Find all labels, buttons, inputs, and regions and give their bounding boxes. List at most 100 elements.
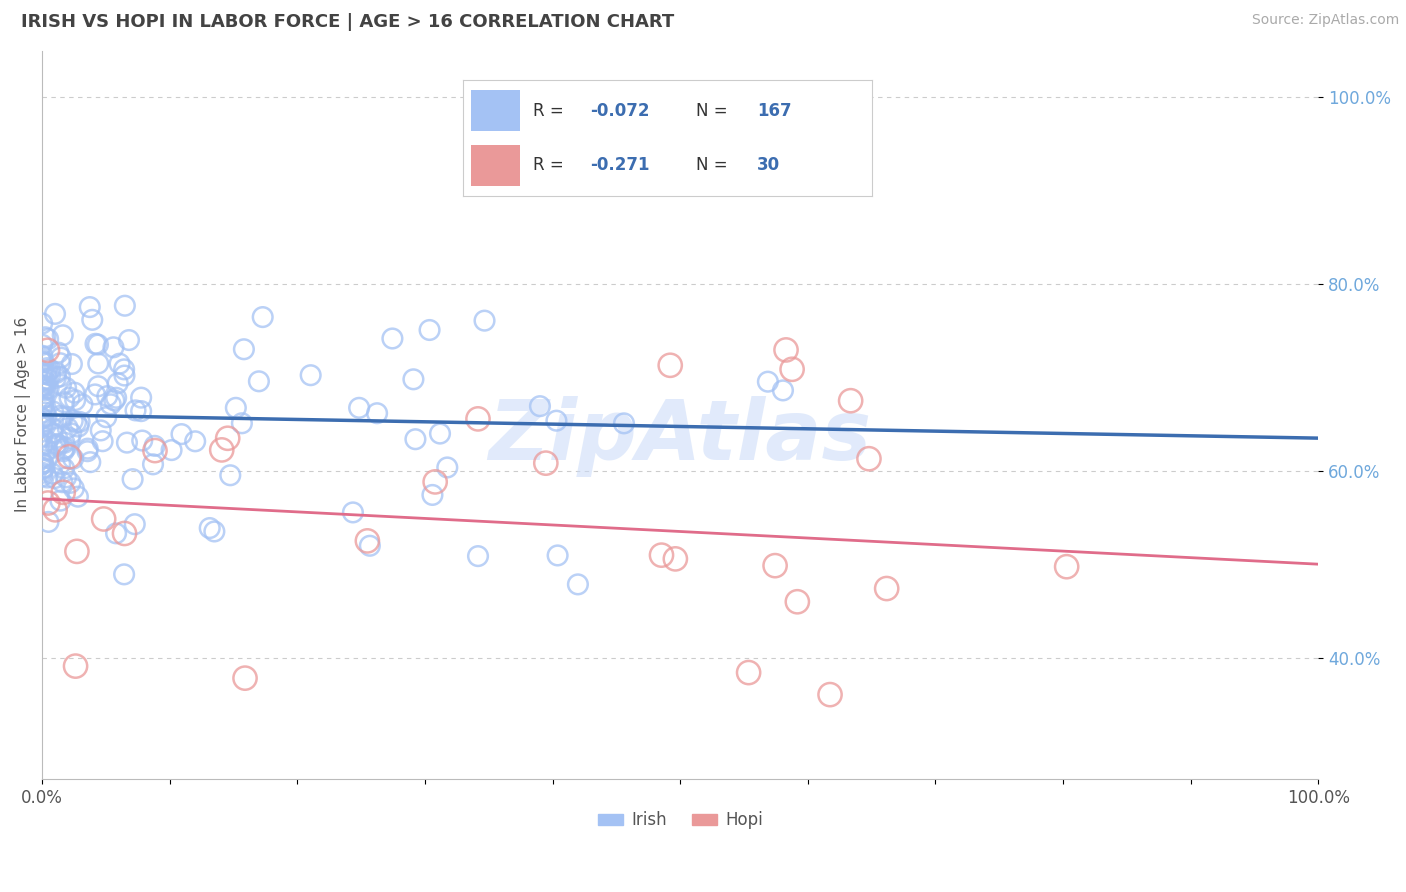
Point [49,378,72,392]
Point [786,595,808,609]
Point [45,366,67,380]
Point [114,368,136,383]
Point [60,357,83,371]
Point [60,426,83,441]
Point [58,450,80,464]
Point [87,379,110,393]
Point [31,463,53,477]
Point [90,424,112,438]
Point [55,470,77,484]
Point [38,382,60,396]
Point [219,468,242,483]
Point [31,338,53,352]
Point [231,417,253,431]
Point [31,469,53,483]
Point [359,539,381,553]
Point [659,359,682,373]
Point [34,418,56,433]
Point [32,457,55,471]
Point [31,440,53,454]
Point [114,526,136,541]
Point [31,392,53,406]
Point [534,456,557,470]
Point [32,456,55,470]
Point [52,328,75,343]
Point [34,378,56,392]
Point [114,299,136,313]
Point [53,461,76,475]
Point [202,524,225,539]
Point [107,376,129,391]
Point [82,313,104,327]
Point [93,512,115,526]
Point [37,372,59,386]
Point [547,549,569,563]
Point [299,368,322,383]
Y-axis label: In Labor Force | Age > 16: In Labor Force | Age > 16 [15,318,31,512]
Point [839,393,862,408]
Point [103,393,125,408]
Point [105,391,128,405]
Point [252,310,274,324]
Point [35,367,58,381]
Point [31,411,53,425]
Point [775,343,797,357]
Point [41,421,63,435]
Point [124,403,146,417]
Point [46,437,69,451]
Point [108,357,131,371]
Point [63,393,86,408]
Point [49,356,72,370]
Point [44,438,66,452]
Point [44,503,66,517]
Point [91,434,114,449]
Point [129,391,152,405]
Point [31,438,53,452]
Point [198,521,221,535]
Point [48,345,70,359]
Point [31,429,53,443]
Point [613,417,636,431]
Point [79,300,101,314]
Point [818,688,841,702]
Point [31,374,53,388]
Text: IRISH VS HOPI IN LABOR FORCE | AGE > 16 CORRELATION CHART: IRISH VS HOPI IN LABOR FORCE | AGE > 16 … [21,13,675,31]
Point [129,404,152,418]
Point [41,425,63,440]
Point [170,427,193,442]
Point [37,449,59,463]
Point [366,406,388,420]
Point [37,496,59,510]
Point [32,395,55,409]
Point [115,435,138,450]
Point [31,382,53,396]
Point [52,485,75,500]
Point [44,471,66,485]
Point [546,414,568,428]
Point [37,361,59,376]
Point [217,431,239,445]
Point [567,577,589,591]
Point [84,387,107,401]
Point [31,378,53,392]
Point [63,385,86,400]
Point [737,665,759,680]
Point [31,378,53,392]
Point [34,383,56,397]
Point [49,369,72,384]
Point [45,437,67,451]
Point [103,340,125,354]
Point [55,441,77,455]
Point [381,331,404,345]
Text: Source: ZipAtlas.com: Source: ZipAtlas.com [1251,13,1399,28]
Point [35,409,58,423]
Point [184,434,207,449]
Point [66,490,89,504]
Point [84,336,107,351]
Point [39,362,62,376]
Point [37,515,59,529]
Point [436,460,458,475]
Point [65,416,87,430]
Point [425,475,447,489]
Point [664,552,686,566]
